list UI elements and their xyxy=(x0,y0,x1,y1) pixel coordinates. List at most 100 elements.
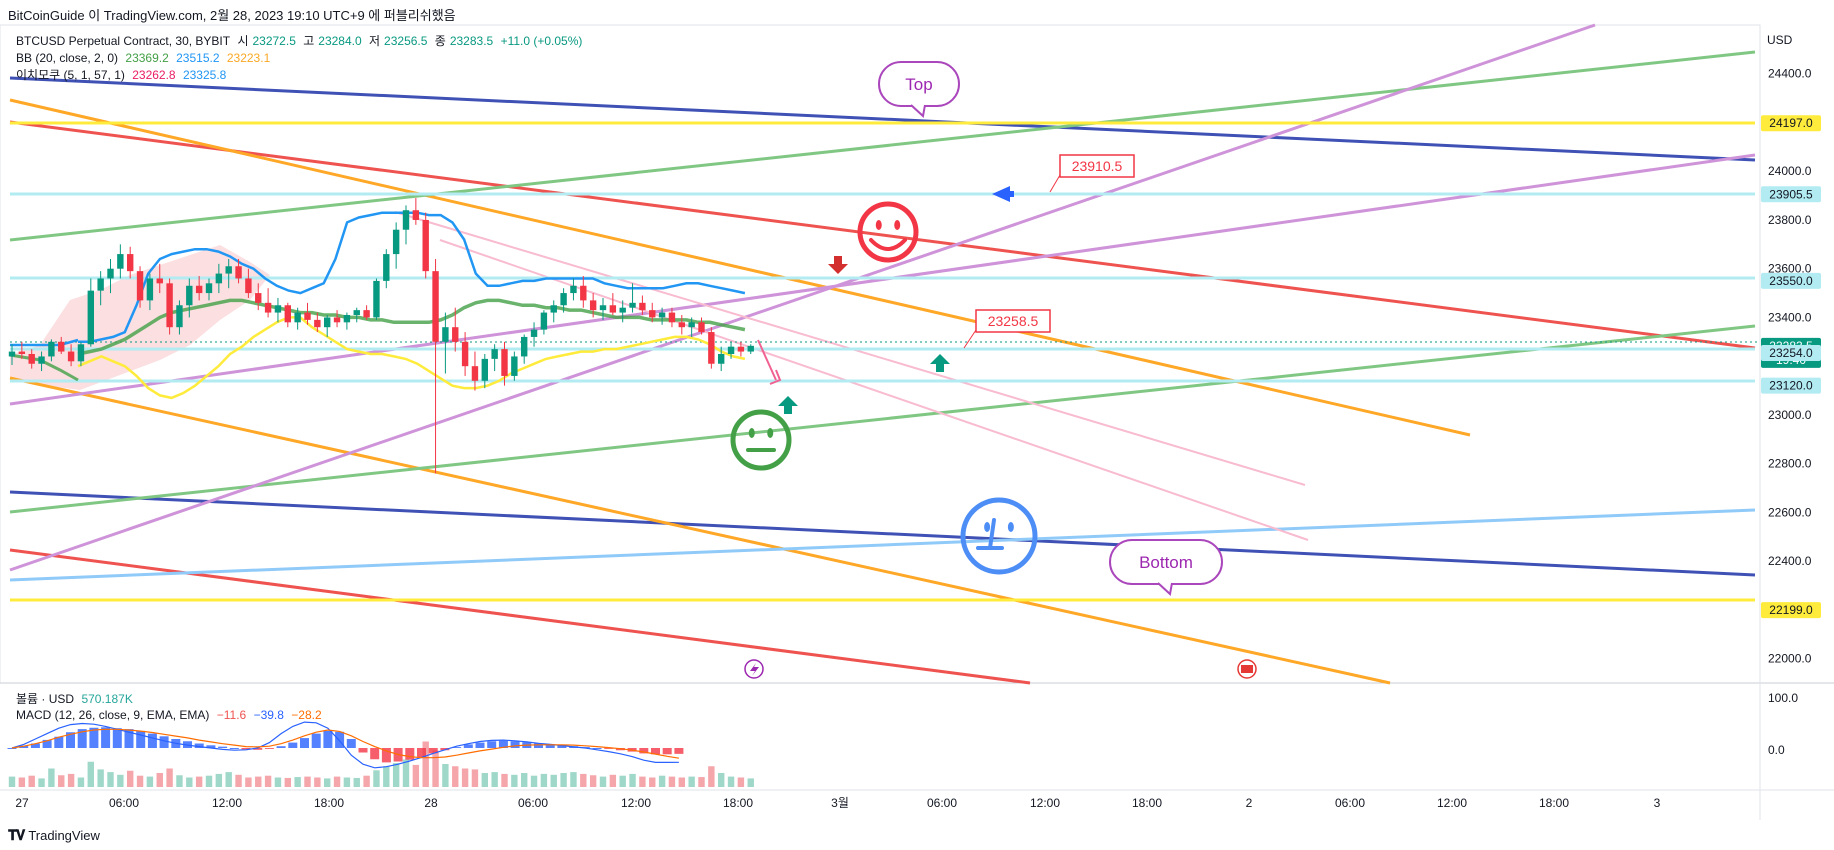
volume-bar xyxy=(678,777,685,787)
volume-bar xyxy=(363,775,370,787)
volume-bar xyxy=(333,776,341,787)
candle-body xyxy=(550,305,557,313)
candle-body xyxy=(245,278,252,294)
candle-body xyxy=(383,254,390,281)
candle-body xyxy=(186,285,193,306)
bb-upper-line xyxy=(78,211,746,344)
candle-body xyxy=(314,319,321,328)
volume-bar xyxy=(97,769,104,787)
macd-histogram-bar xyxy=(323,730,333,748)
time-tick-label: 06:00 xyxy=(927,796,957,810)
macd-histogram-bar xyxy=(557,745,567,748)
note-23910-leader xyxy=(1049,174,1061,193)
candle-body xyxy=(422,219,429,272)
volume-bar xyxy=(215,773,223,787)
tradingview-footer: 𝐓𝐕 TradingView xyxy=(8,827,100,843)
candle-body xyxy=(639,302,646,311)
volume-bar xyxy=(737,777,745,787)
candle-body xyxy=(589,300,597,311)
green-trend-lower xyxy=(9,324,1756,514)
candle-body xyxy=(18,351,26,354)
candle-body xyxy=(678,322,685,328)
volume-bar xyxy=(708,766,715,787)
price-tick-label: 22600.0 xyxy=(1768,505,1812,519)
candle-body xyxy=(8,351,16,357)
volume-bar xyxy=(205,775,213,787)
price-tick-label: 24400.0 xyxy=(1768,67,1812,81)
candle-body xyxy=(255,293,262,303)
price-label-tag xyxy=(1761,377,1821,394)
macd-histogram-bar xyxy=(592,748,602,749)
left-arrow-icon xyxy=(992,186,1014,202)
top-callout-tail xyxy=(910,104,926,118)
candle-body xyxy=(195,285,203,294)
candle-body xyxy=(107,268,114,279)
price-label-tag xyxy=(1761,602,1821,619)
price-tick-label: 23400.0 xyxy=(1768,310,1812,324)
macd-histogram-bar xyxy=(381,748,391,763)
macd-histogram-bar xyxy=(124,729,134,748)
macd-histogram-bar xyxy=(30,743,40,748)
happy-face-icon-outline xyxy=(857,201,919,263)
bottom-callout: Bottom xyxy=(1109,539,1223,596)
candle-body xyxy=(747,345,754,352)
volume-bar xyxy=(373,770,380,787)
time-tick-label: 3월 xyxy=(831,796,849,810)
macd-histogram-bar xyxy=(112,728,122,748)
candle-body xyxy=(284,305,291,323)
candle-body xyxy=(649,310,656,318)
bottom-callout-tail xyxy=(1157,582,1173,596)
note-23258-text: 23258.5 xyxy=(988,313,1039,329)
volume-bar xyxy=(284,777,291,787)
bb-lower-line xyxy=(77,316,746,400)
time-tick-label: 18:00 xyxy=(314,796,344,810)
macd-histogram-bar xyxy=(206,745,216,748)
volume-legend: 볼륨 · USD 570.187K xyxy=(16,692,133,706)
price-label-text: 23120.0 xyxy=(1769,379,1813,393)
volume-bar xyxy=(629,773,636,787)
candle-body xyxy=(215,273,223,284)
volume-bar xyxy=(107,772,114,787)
volume-bar xyxy=(481,773,488,787)
candle-body xyxy=(156,278,163,284)
volume-bar xyxy=(501,773,508,787)
macd-histogram-bar xyxy=(417,748,426,757)
macd-histogram-bar xyxy=(19,745,29,748)
price-tick-label: 23800.0 xyxy=(1768,213,1812,227)
macd-histogram-bar xyxy=(194,743,204,748)
candle-body xyxy=(698,322,705,333)
price-axis: USD 24400.0 24000.0 23800.0 23600.0 23400.0 23… xyxy=(1761,33,1821,757)
macd-histogram-bar xyxy=(54,736,64,748)
candle-body xyxy=(540,312,548,330)
orange-trend-lower xyxy=(9,376,1391,685)
macd-histogram-bar xyxy=(428,748,438,754)
volume-bar xyxy=(38,778,45,787)
bottom-callout-label: Bottom xyxy=(1139,553,1193,572)
lower-tick-label: 100.0 xyxy=(1768,691,1798,705)
macd-histogram-bar xyxy=(510,741,520,748)
candle-body xyxy=(570,285,577,294)
volume-bar xyxy=(255,776,262,787)
price-label-tag xyxy=(1761,186,1821,203)
orange-trend-upper xyxy=(9,98,1471,437)
volume-bar xyxy=(392,763,400,787)
candle-body xyxy=(491,349,498,359)
volume-bar xyxy=(589,775,597,787)
volume-bar xyxy=(442,764,449,787)
price-label-tag xyxy=(1761,345,1821,362)
price-label-text: 24197.0 xyxy=(1769,116,1813,130)
volume-bar xyxy=(225,772,232,787)
volume-bar xyxy=(67,773,75,787)
tradingview-logo-icon: 𝐓𝐕 xyxy=(8,827,25,843)
bb-basis-left xyxy=(9,353,79,382)
price-tick-label: 23000.0 xyxy=(1768,408,1812,422)
neutral-face-icon xyxy=(730,409,792,471)
macd-histogram-bar xyxy=(545,744,555,748)
candle-body xyxy=(560,293,567,306)
volume-bar xyxy=(117,774,124,787)
price-tick-label: 22800.0 xyxy=(1768,457,1812,471)
candle-body xyxy=(97,278,104,291)
macd-histogram-bar xyxy=(218,746,228,748)
top-callout-label: Top xyxy=(905,75,932,94)
